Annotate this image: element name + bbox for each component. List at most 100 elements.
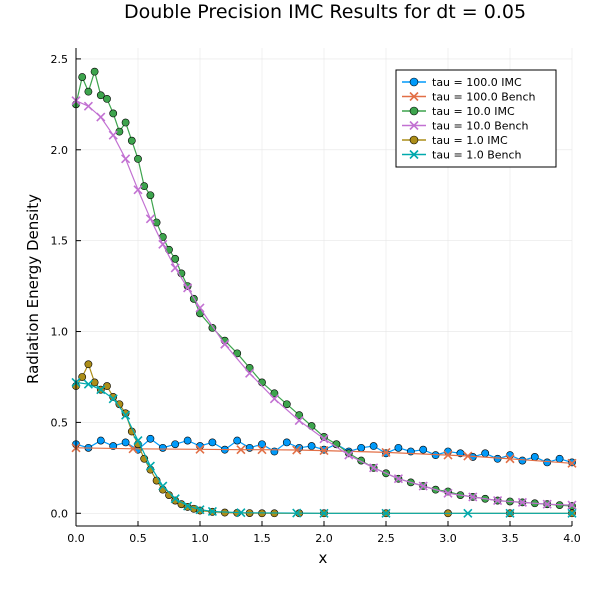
y-tick-label: 2.5 <box>51 53 69 66</box>
x-marker-stroke <box>517 497 527 507</box>
x-marker-stroke <box>393 474 403 484</box>
x-marker-stroke <box>369 463 379 473</box>
data-point <box>133 436 143 446</box>
x-marker-stroke <box>319 446 329 456</box>
x-marker-stroke <box>121 410 131 420</box>
data-point <box>108 130 118 140</box>
data-point <box>307 442 316 450</box>
x-marker-stroke <box>443 450 453 460</box>
data-point <box>146 191 155 200</box>
x-marker-stroke <box>409 149 419 160</box>
data-point <box>121 154 131 164</box>
x-marker-stroke <box>505 508 515 518</box>
data-point <box>90 67 99 76</box>
x-marker-stroke <box>292 445 302 455</box>
data-point <box>158 481 168 491</box>
data-point <box>158 443 167 452</box>
data-point <box>394 443 403 452</box>
data-point <box>269 394 279 404</box>
data-point <box>245 443 254 452</box>
x-marker-stroke <box>443 488 453 498</box>
data-point <box>78 73 87 81</box>
data-point <box>109 393 118 401</box>
x-marker-stroke <box>381 447 391 457</box>
data-point <box>292 445 302 455</box>
x-marker-stroke <box>158 481 168 491</box>
x-tick-label: 4.0 <box>563 532 581 545</box>
x-marker-stroke <box>493 495 503 506</box>
y-tick-label: 0.5 <box>51 416 69 429</box>
axes: 0.0 0.5 1.0 1.5 2.0 2.5 3.0 3.5 4.0 0.0 0.5 1.0 1.5 2… <box>51 48 581 545</box>
x-tick-label: 0.0 <box>67 532 85 545</box>
data-point <box>171 440 180 449</box>
x-tick-label: 1.5 <box>253 532 271 545</box>
x-tick-label: 1.0 <box>191 532 209 545</box>
x-marker-stroke <box>463 451 473 461</box>
x-marker-stroke <box>344 450 354 460</box>
x-marker-stroke <box>418 481 428 491</box>
data-point <box>171 254 180 263</box>
data-point <box>567 500 577 510</box>
x-marker-stroke <box>183 283 193 293</box>
data-point <box>418 481 428 491</box>
legend-marker <box>409 91 419 102</box>
data-point <box>319 434 329 444</box>
x-marker-stroke <box>381 508 391 518</box>
x-marker-stroke <box>567 508 577 518</box>
data-point <box>84 87 93 96</box>
x-marker-stroke <box>567 500 577 510</box>
data-point <box>505 508 515 518</box>
legend-item: tau = 1.0 Bench <box>402 149 522 162</box>
data-point <box>567 458 577 468</box>
data-point <box>393 474 403 484</box>
data-point <box>103 94 111 103</box>
data-point <box>282 438 291 447</box>
data-point <box>195 505 205 515</box>
data-point <box>282 400 291 409</box>
x-axis-label: x <box>319 549 328 567</box>
x-tick-label: 3.5 <box>501 532 519 545</box>
data-point <box>270 389 279 398</box>
series-3 <box>71 96 577 510</box>
x-tick-label: 2.0 <box>315 532 333 545</box>
data-point <box>381 508 391 518</box>
data-point <box>183 436 192 445</box>
data-point <box>83 101 93 111</box>
data-point <box>493 495 503 506</box>
y-tick-label: 1.0 <box>51 326 69 339</box>
plot-series <box>71 67 577 518</box>
data-point <box>344 450 354 460</box>
x-marker-stroke <box>294 416 304 426</box>
data-point <box>96 436 105 445</box>
legend-marker <box>409 77 419 87</box>
x-marker-stroke <box>133 185 143 195</box>
data-point <box>443 450 453 460</box>
data-point <box>463 508 473 518</box>
y-tick-label: 2.0 <box>51 144 69 157</box>
data-point <box>183 283 193 293</box>
x-marker-stroke <box>145 461 155 471</box>
x-marker-stroke <box>83 379 93 389</box>
x-marker-stroke <box>158 239 168 249</box>
x-marker-stroke <box>236 445 246 455</box>
data-point <box>170 494 180 504</box>
data-point <box>258 378 266 387</box>
data-point <box>517 497 527 507</box>
x-marker-stroke <box>195 444 205 454</box>
x-marker-stroke <box>542 499 552 509</box>
x-marker-stroke <box>183 501 193 511</box>
data-point <box>245 368 255 378</box>
data-point <box>78 373 87 381</box>
x-marker-stroke <box>319 508 329 518</box>
legend-item: tau = 100.0 IMC <box>402 76 522 89</box>
chart-title: Double Precision IMC Results for dt = 0.… <box>124 1 526 23</box>
data-point <box>295 411 304 420</box>
data-point <box>158 239 168 249</box>
data-point <box>468 492 478 502</box>
legend-label: tau = 100.0 Bench <box>432 91 536 104</box>
legend-item: tau = 1.0 IMC <box>402 134 508 147</box>
x-marker-stroke <box>257 445 267 455</box>
data-point <box>96 385 106 395</box>
